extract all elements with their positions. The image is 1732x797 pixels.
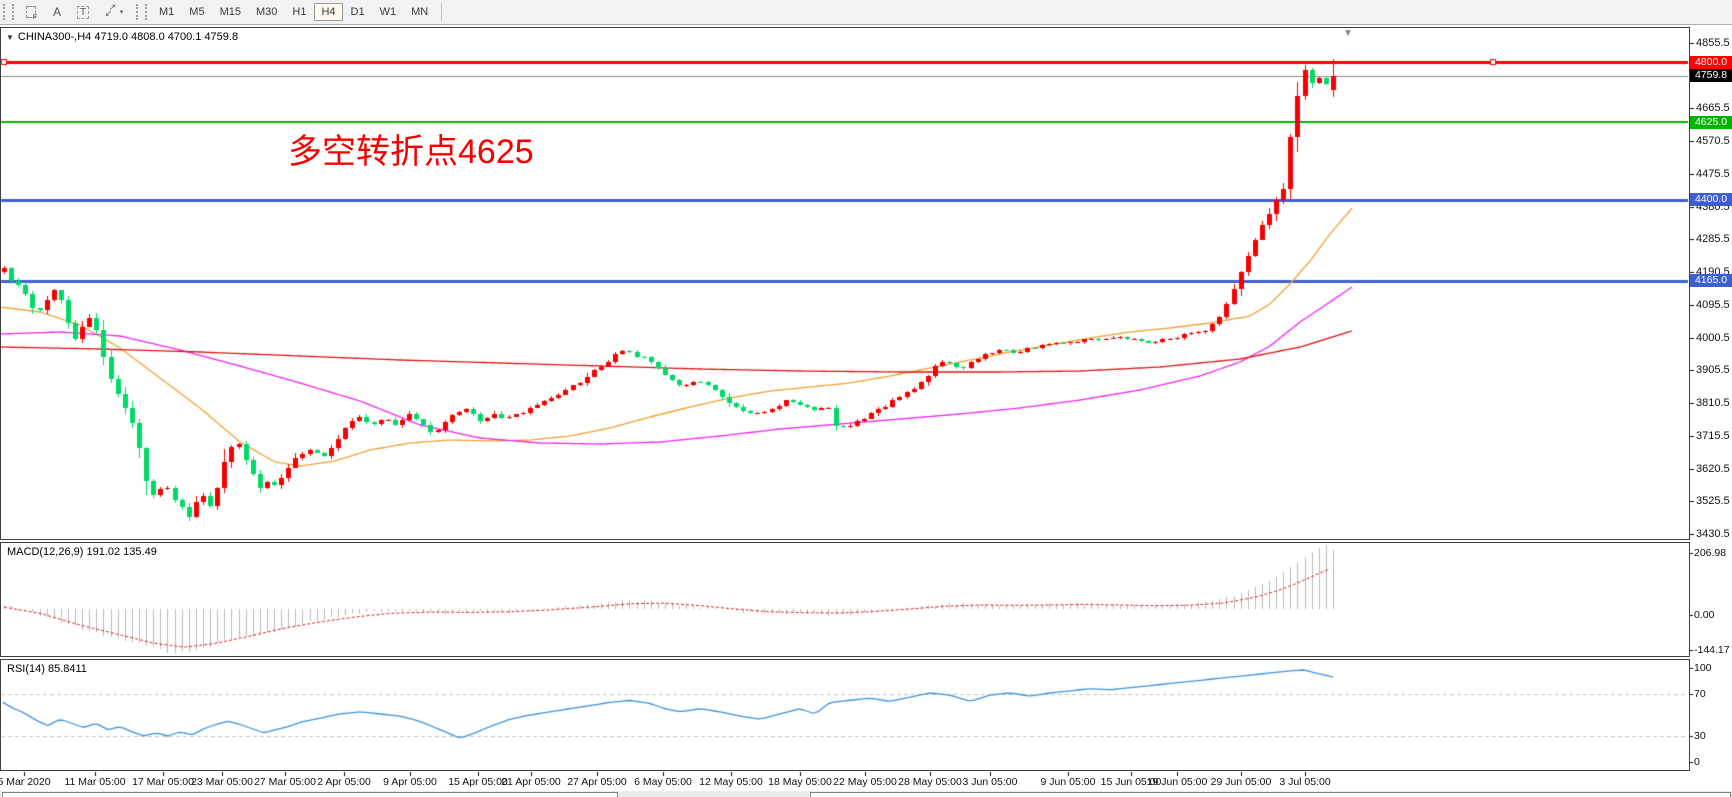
price-tag: 4759.8 [1690, 69, 1732, 83]
arrow-tool-button[interactable]: ↗ ↙ ▾ [97, 2, 131, 22]
price-tick-label: 4095.5 [1696, 298, 1730, 311]
time-axis-label: 27 Apr 05:00 [567, 776, 627, 788]
timeframe-button-m1[interactable]: M1 [152, 3, 181, 21]
macd-axis-label: 206.98 [1694, 547, 1727, 559]
macd-axis-label: -144.17 [1694, 644, 1730, 656]
price-tick-label: 4475.5 [1696, 167, 1730, 180]
time-axis[interactable]: 5 Mar 2020 11 Mar 05:00 17 Mar 05:00 23 Mar… [0, 772, 1732, 791]
price-tick-label: 3905.5 [1696, 364, 1730, 377]
price-tick-label: 4570.5 [1696, 135, 1730, 148]
price-tag: 4625.0 [1690, 115, 1732, 129]
toolbar: F A T ↗ ↙ ▾ M1 M5 M15 M30 H1 H4 D1 W1 MN [0, 0, 1732, 25]
toolbar-separator [441, 3, 443, 21]
rsi-axis-label: 70 [1694, 688, 1706, 700]
price-tick-label: 3620.5 [1696, 462, 1730, 475]
time-axis-label: 3 Jul 05:00 [1279, 776, 1331, 788]
price-tick-label: 3715.5 [1696, 429, 1730, 442]
time-axis-label: 5 Mar 2020 [0, 776, 51, 788]
price-tick-label: 4000.5 [1696, 331, 1730, 344]
time-axis-label: 2 Apr 05:00 [317, 776, 371, 788]
label-tool-button[interactable]: A [45, 2, 69, 22]
rsi-axis-label: 30 [1694, 730, 1706, 742]
time-axis-label: 27 Mar 05:00 [254, 776, 316, 788]
macd-axis-label: 0.00 [1694, 609, 1715, 621]
rsi-indicator-label: RSI(14) 85.8411 [7, 663, 87, 675]
time-axis-label: 21 Apr 05:00 [501, 776, 561, 788]
timeframe-button-m15[interactable]: M15 [213, 3, 248, 21]
time-axis-label: 6 May 05:00 [634, 776, 692, 788]
chart-shift-marker-icon[interactable]: ▼ [1343, 28, 1353, 39]
timeframe-button-w1[interactable]: W1 [373, 3, 404, 21]
text-t-icon: T [76, 5, 90, 19]
time-axis-label: 23 Mar 05:00 [191, 776, 253, 788]
time-axis-label: 11 Mar 05:00 [64, 776, 126, 788]
time-axis-label: 9 Apr 05:00 [383, 776, 437, 788]
price-tag: 4165.0 [1690, 274, 1732, 288]
snap-grid-icon: F [26, 6, 37, 21]
time-axis-label: 17 Mar 05:00 [132, 776, 194, 788]
text-tool-button[interactable]: T [71, 2, 95, 22]
rsi-axis-label: 0 [1694, 756, 1700, 768]
time-axis-label: 9 Jun 05:00 [1040, 776, 1096, 788]
time-axis-label: 15 Apr 05:00 [448, 776, 508, 788]
time-axis-label: 29 Jun 05:00 [1210, 776, 1272, 788]
collapse-triangle-icon[interactable]: ▼ [6, 33, 14, 42]
timeframe-button-h1[interactable]: H1 [285, 3, 313, 21]
rsi-axis-label: 100 [1694, 662, 1712, 674]
time-axis-label: 12 May 05:00 [699, 776, 763, 788]
snap-tool-button[interactable]: F [19, 2, 43, 22]
time-axis-label: 28 May 05:00 [898, 776, 962, 788]
timeframe-button-m30[interactable]: M30 [249, 3, 284, 21]
price-tick-label: 4285.5 [1696, 233, 1730, 246]
price-tag: 4400.0 [1690, 193, 1732, 207]
price-tick-label: 4855.5 [1696, 37, 1730, 49]
price-tick-label: 3810.5 [1696, 397, 1730, 410]
docked-panel-right-edge [810, 792, 1731, 797]
toolbar-grip-2[interactable] [136, 4, 147, 20]
time-axis-label: 3 Jun 05:00 [962, 776, 1018, 788]
symbol-ohlc-text: CHINA300-,H4 4719.0 4808.0 4700.1 4759.8 [17, 31, 239, 43]
chart-title: ▼ CHINA300-,H4 4719.0 4808.0 4700.1 4759.… [6, 31, 238, 43]
price-tag: 4800.0 [1690, 55, 1732, 69]
timeframe-button-d1[interactable]: D1 [344, 3, 372, 21]
timeframe-group: M1 M5 M15 M30 H1 H4 D1 W1 MN [152, 3, 435, 21]
diagonal-arrows-icon: ↗ ↙ [104, 2, 117, 18]
time-axis-label: 15 Jun 05:00 [1100, 776, 1162, 788]
macd-indicator-label: MACD(12,26,9) 191.02 135.49 [7, 546, 157, 558]
timeframe-button-h4[interactable]: H4 [314, 3, 343, 21]
timeframe-button-m5[interactable]: M5 [182, 3, 211, 21]
price-tick-label: 3525.5 [1696, 495, 1730, 508]
toolbar-grip[interactable] [3, 4, 14, 20]
docked-panel-left-edge [2, 792, 618, 797]
label-a-icon: A [52, 5, 61, 19]
price-tick-label: 4665.5 [1696, 102, 1730, 115]
time-axis-label: 22 May 05:00 [833, 776, 897, 788]
price-tick-label: 3430.5 [1696, 528, 1730, 541]
time-axis-label: 19 Jun 05:00 [1146, 776, 1208, 788]
chevron-down-icon: ▾ [119, 9, 124, 16]
timeframe-button-mn[interactable]: MN [404, 3, 435, 21]
time-axis-label: 18 May 05:00 [768, 776, 832, 788]
docked-panels-edge [0, 791, 1732, 797]
chart-annotation-text[interactable]: 多空转折点4625 [288, 133, 534, 171]
